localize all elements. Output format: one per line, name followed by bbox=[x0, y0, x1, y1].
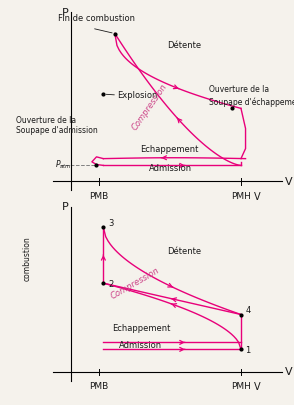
Text: PMB: PMB bbox=[89, 192, 108, 201]
Text: PMB: PMB bbox=[89, 382, 108, 392]
Text: Admission: Admission bbox=[119, 341, 163, 350]
Text: P: P bbox=[62, 8, 69, 18]
Text: 1: 1 bbox=[245, 346, 251, 355]
Text: PMH: PMH bbox=[231, 382, 251, 392]
Text: Admission: Admission bbox=[149, 164, 192, 173]
Text: V: V bbox=[254, 382, 260, 392]
Text: combustion: combustion bbox=[23, 237, 32, 281]
Text: Soupape d'admission: Soupape d'admission bbox=[16, 126, 98, 135]
Text: 3: 3 bbox=[108, 219, 113, 228]
Text: Fin de combustion: Fin de combustion bbox=[58, 14, 135, 23]
Text: 4: 4 bbox=[245, 306, 251, 315]
Text: Soupape d'échappement: Soupape d'échappement bbox=[209, 97, 294, 107]
Text: PMH: PMH bbox=[231, 192, 251, 201]
Text: $P_{atm}$: $P_{atm}$ bbox=[55, 158, 72, 171]
Text: Explosion: Explosion bbox=[117, 91, 158, 100]
Text: V: V bbox=[254, 192, 260, 202]
Text: P: P bbox=[62, 202, 69, 212]
Text: 2: 2 bbox=[108, 280, 113, 289]
Text: Détente: Détente bbox=[168, 247, 202, 256]
Text: Détente: Détente bbox=[168, 41, 202, 50]
Text: Echappement: Echappement bbox=[113, 324, 171, 333]
Text: Compression: Compression bbox=[130, 82, 168, 132]
Text: Ouverture de la: Ouverture de la bbox=[209, 85, 269, 94]
Text: Compression: Compression bbox=[110, 266, 161, 301]
Text: Ouverture de la: Ouverture de la bbox=[16, 116, 76, 125]
Text: Echappement: Echappement bbox=[140, 145, 198, 154]
Text: V: V bbox=[285, 177, 292, 187]
Text: V: V bbox=[285, 367, 292, 377]
